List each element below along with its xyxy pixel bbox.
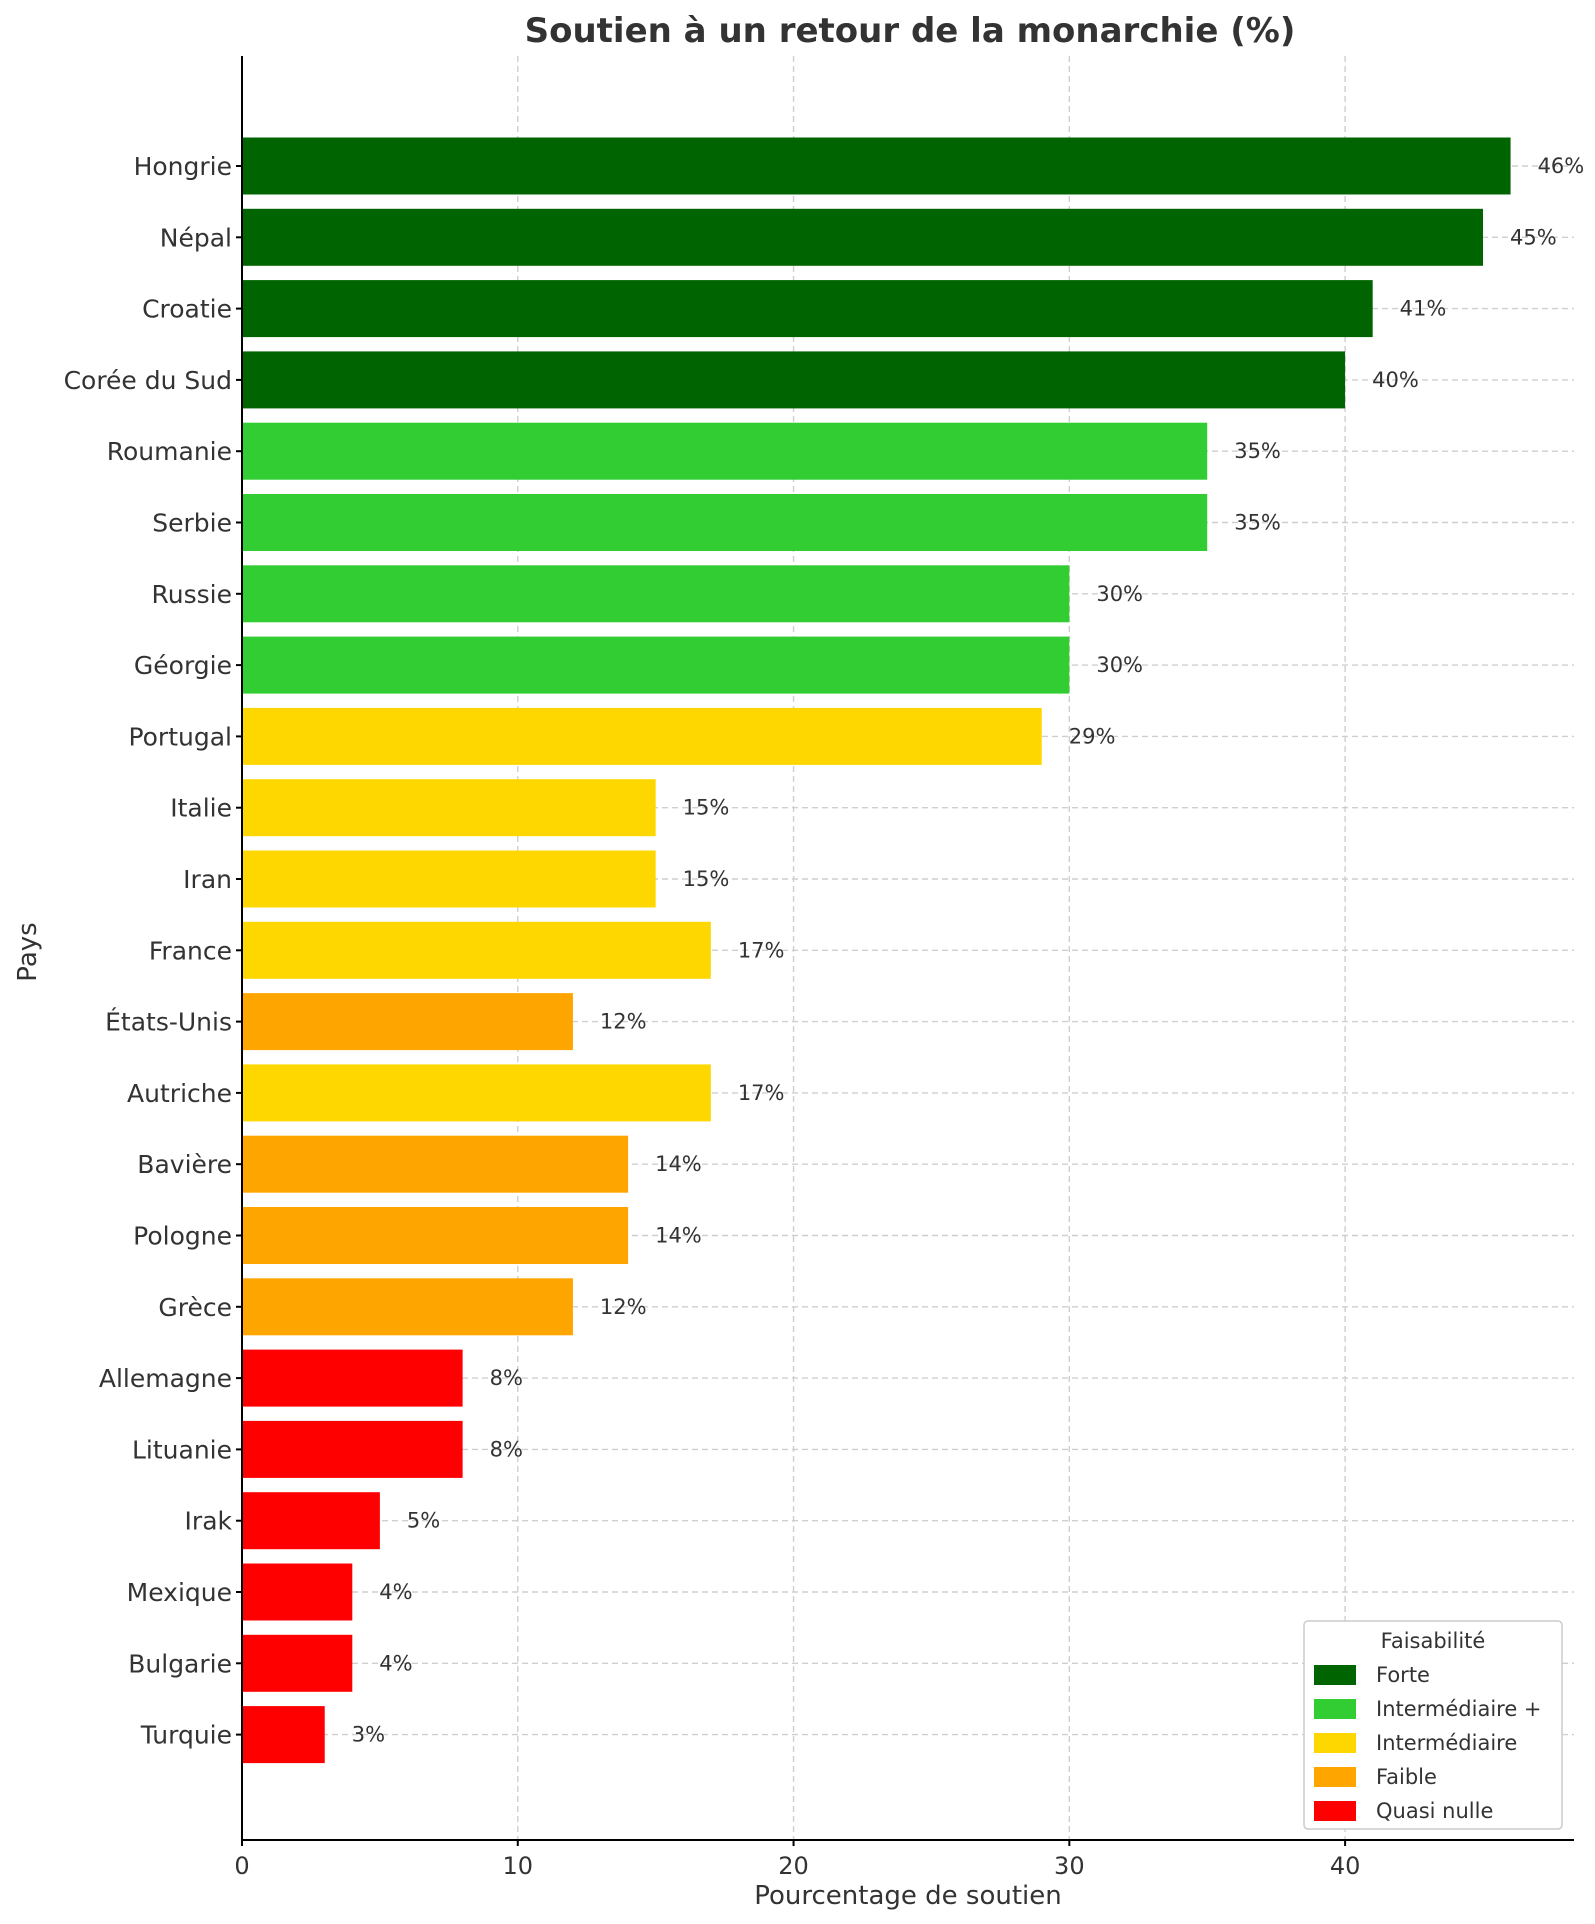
- data-label-serbie: 35%: [1234, 511, 1281, 535]
- bar-bulgarie: [242, 1634, 353, 1692]
- data-label-nepal: 45%: [1510, 225, 1557, 249]
- category-label-iran: Iran: [183, 865, 232, 894]
- data-label-baviere: 14%: [655, 1152, 702, 1176]
- data-label-iran: 15%: [683, 867, 730, 891]
- legend-swatch-quasi-nulle: [1314, 1801, 1356, 1821]
- bar-georgie: [242, 636, 1070, 694]
- data-label-italie: 15%: [683, 796, 730, 820]
- bar-iran: [242, 850, 656, 908]
- legend-label-forte: Forte: [1376, 1663, 1430, 1687]
- category-labels: Hongrie Népal Croatie Corée du Sud Roumanie S…: [64, 152, 242, 1750]
- bar-hongrie: [242, 137, 1511, 195]
- data-label-autriche: 17%: [738, 1081, 785, 1105]
- category-label-nepal: Népal: [160, 223, 232, 252]
- bar-irak: [242, 1492, 380, 1550]
- legend-label-faible: Faible: [1376, 1765, 1437, 1789]
- data-label-allemagne: 8%: [490, 1366, 523, 1390]
- category-label-serbie: Serbie: [152, 509, 232, 538]
- category-label-etats-unis: États-Unis: [105, 1008, 232, 1037]
- legend-label-intermediaire: Intermédiaire: [1376, 1731, 1517, 1755]
- bar-nepal: [242, 208, 1483, 266]
- category-label-allemagne: Allemagne: [99, 1364, 232, 1393]
- data-label-irak: 5%: [407, 1509, 440, 1533]
- category-label-georgie: Géorgie: [134, 651, 232, 680]
- data-label-russie: 30%: [1096, 582, 1143, 606]
- category-label-autriche: Autriche: [127, 1079, 232, 1108]
- bar-pologne: [242, 1207, 629, 1264]
- y-axis-label: Pays: [13, 922, 43, 981]
- legend-label-quasi-nulle: Quasi nulle: [1376, 1799, 1493, 1823]
- legend: Faisabilité Forte Intermédiaire + Interméd…: [1303, 1620, 1563, 1830]
- data-label-coree-du-sud: 40%: [1372, 368, 1419, 392]
- data-label-hongrie: 46%: [1538, 154, 1585, 178]
- data-label-mexique: 4%: [379, 1580, 412, 1604]
- x-tick-labels: 0 10 20 30 40: [234, 1840, 1360, 1880]
- category-label-pologne: Pologne: [133, 1222, 232, 1251]
- data-label-roumanie: 35%: [1234, 439, 1281, 463]
- category-label-irak: Irak: [185, 1507, 233, 1536]
- bars-layer: [242, 137, 1511, 1764]
- data-label-france: 17%: [738, 938, 785, 962]
- x-tick-label: 10: [503, 1852, 534, 1880]
- bar-grece: [242, 1278, 573, 1336]
- bar-mexique: [242, 1563, 353, 1621]
- bar-etats-unis: [242, 993, 573, 1051]
- bar-autriche: [242, 1064, 711, 1122]
- legend-swatch-faible: [1314, 1767, 1356, 1787]
- x-tick-label: 30: [1054, 1852, 1085, 1880]
- category-label-france: France: [149, 936, 232, 965]
- category-label-lituanie: Lituanie: [132, 1435, 232, 1464]
- bar-coree-du-sud: [242, 351, 1346, 409]
- bar-serbie: [242, 494, 1208, 551]
- category-label-baviere: Bavière: [137, 1150, 232, 1179]
- data-labels: 46% 45% 41% 40% 35% 35% 30% 30% 29% 15% 15% 17% 12% 1…: [352, 154, 1585, 1747]
- data-label-bulgarie: 4%: [379, 1651, 412, 1675]
- data-label-croatie: 41%: [1400, 297, 1447, 321]
- legend-label-intermediaire: Intermédiaire +: [1376, 1697, 1542, 1721]
- category-label-mexique: Mexique: [127, 1578, 232, 1607]
- bar-lituanie: [242, 1420, 463, 1478]
- data-label-pologne: 14%: [655, 1224, 702, 1248]
- data-label-portugal: 29%: [1069, 724, 1116, 748]
- category-label-italie: Italie: [170, 794, 232, 823]
- bar-italie: [242, 779, 656, 837]
- bar-croatie: [242, 280, 1373, 338]
- category-label-bulgarie: Bulgarie: [128, 1649, 232, 1678]
- bar-allemagne: [242, 1349, 463, 1407]
- data-label-lituanie: 8%: [490, 1437, 523, 1461]
- category-label-croatie: Croatie: [142, 295, 232, 324]
- legend-entries: Forte Intermédiaire + Intermédiaire Faible Q…: [1314, 1663, 1542, 1823]
- data-label-grece: 12%: [600, 1295, 647, 1319]
- data-label-etats-unis: 12%: [600, 1010, 647, 1034]
- bar-france: [242, 921, 711, 979]
- data-label-turquie: 3%: [352, 1723, 385, 1747]
- legend-swatch-intermediaire: [1314, 1699, 1356, 1719]
- bar-portugal: [242, 707, 1042, 765]
- bar-roumanie: [242, 422, 1208, 480]
- x-tick-label: 40: [1330, 1852, 1361, 1880]
- category-label-turquie: Turquie: [140, 1721, 232, 1750]
- chart-title: Soutien à un retour de la monarchie (%): [525, 11, 1296, 51]
- x-axis-label: Pourcentage de soutien: [754, 1881, 1062, 1911]
- category-label-grece: Grèce: [158, 1293, 232, 1322]
- category-label-hongrie: Hongrie: [134, 152, 232, 181]
- category-label-roumanie: Roumanie: [107, 437, 232, 466]
- legend-swatch-forte: [1314, 1665, 1356, 1685]
- data-label-georgie: 30%: [1096, 653, 1143, 677]
- category-label-portugal: Portugal: [128, 722, 232, 751]
- legend-title: Faisabilité: [1381, 1629, 1486, 1653]
- legend-swatch-intermediaire: [1314, 1733, 1356, 1753]
- bar-turquie: [242, 1706, 325, 1764]
- x-tick-label: 20: [778, 1852, 809, 1880]
- bar-russie: [242, 565, 1070, 623]
- category-label-russie: Russie: [152, 580, 232, 609]
- bar-baviere: [242, 1135, 629, 1193]
- category-label-coree-du-sud: Corée du Sud: [64, 366, 232, 395]
- x-tick-label: 0: [234, 1852, 249, 1880]
- legend-box: [1303, 1620, 1563, 1830]
